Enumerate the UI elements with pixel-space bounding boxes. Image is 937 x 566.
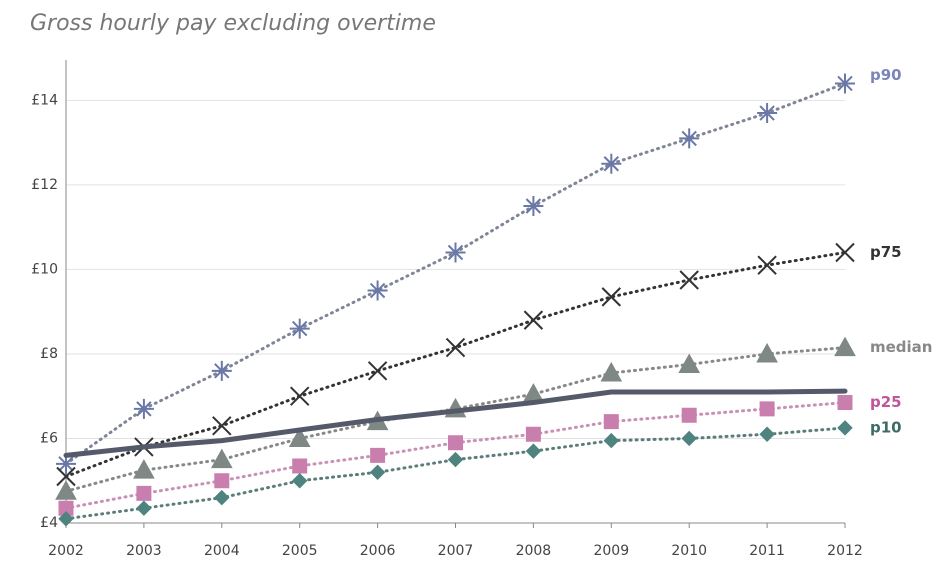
marker xyxy=(603,432,620,449)
marker xyxy=(367,280,388,301)
marker xyxy=(837,420,853,436)
y-tick-label: £8 xyxy=(40,346,58,362)
series-label: p25 xyxy=(870,393,902,411)
marker xyxy=(58,500,74,516)
marker xyxy=(834,336,856,357)
marker xyxy=(212,416,232,436)
series-line xyxy=(64,346,847,493)
series-label: p90 xyxy=(870,66,902,84)
chart-title: Gross hourly pay excluding overtime xyxy=(30,11,436,36)
marker xyxy=(214,473,230,489)
marker xyxy=(603,414,619,430)
marker xyxy=(757,103,778,124)
marker xyxy=(445,337,466,358)
marker xyxy=(523,196,544,217)
marker xyxy=(681,407,697,423)
x-tick-label: 2007 xyxy=(438,543,474,559)
marker xyxy=(214,489,230,506)
y-tick-label: £12 xyxy=(31,177,58,193)
marker xyxy=(679,128,700,149)
marker xyxy=(55,480,77,500)
marker xyxy=(370,447,386,463)
series-label: p75 xyxy=(870,243,902,261)
marker xyxy=(525,443,542,459)
marker xyxy=(291,473,308,489)
marker xyxy=(681,430,697,447)
x-tick-label: 2003 xyxy=(126,543,162,559)
marker xyxy=(56,466,76,487)
series-label: p10 xyxy=(870,418,902,436)
marker xyxy=(133,459,155,479)
series-line xyxy=(63,388,848,458)
y-tick-label: £4 xyxy=(40,515,58,531)
x-tick-label: 2008 xyxy=(516,543,552,559)
marker xyxy=(445,242,466,263)
x-tick-label: 2005 xyxy=(282,543,318,559)
marker xyxy=(136,500,152,516)
y-tick-label: £6 xyxy=(40,430,58,446)
y-tick-label: £10 xyxy=(31,261,58,277)
marker xyxy=(759,401,775,417)
series-line xyxy=(64,251,847,479)
marker xyxy=(759,426,775,442)
marker xyxy=(837,395,853,411)
marker xyxy=(133,398,154,419)
x-tick-label: 2002 xyxy=(48,543,84,559)
marker xyxy=(835,73,855,94)
series-label: median xyxy=(870,338,932,356)
marker xyxy=(756,342,778,363)
x-tick-label: 2011 xyxy=(749,543,785,559)
marker xyxy=(525,426,541,442)
marker xyxy=(448,435,463,451)
marker xyxy=(210,448,233,469)
x-tick-label: 2006 xyxy=(360,543,396,559)
marker xyxy=(601,287,622,307)
marker xyxy=(447,451,464,468)
series-line xyxy=(64,426,847,521)
marker xyxy=(600,361,623,382)
marker xyxy=(289,318,310,339)
marker xyxy=(678,353,701,374)
marker xyxy=(288,427,311,447)
marker xyxy=(211,360,232,381)
marker xyxy=(58,511,74,527)
marker xyxy=(757,255,777,275)
marker xyxy=(367,361,388,381)
marker xyxy=(835,242,855,263)
marker xyxy=(289,386,310,406)
marker xyxy=(56,453,76,474)
marker xyxy=(679,270,699,290)
x-tick-label: 2012 xyxy=(827,543,863,559)
x-tick-label: 2010 xyxy=(671,543,707,559)
x-tick-label: 2009 xyxy=(593,543,629,559)
x-tick-label: 2004 xyxy=(204,543,240,559)
marker xyxy=(136,485,152,501)
marker xyxy=(601,153,622,174)
y-tick-label: £14 xyxy=(31,92,58,108)
marker xyxy=(369,464,386,480)
marker xyxy=(292,458,308,474)
marker xyxy=(523,310,544,330)
